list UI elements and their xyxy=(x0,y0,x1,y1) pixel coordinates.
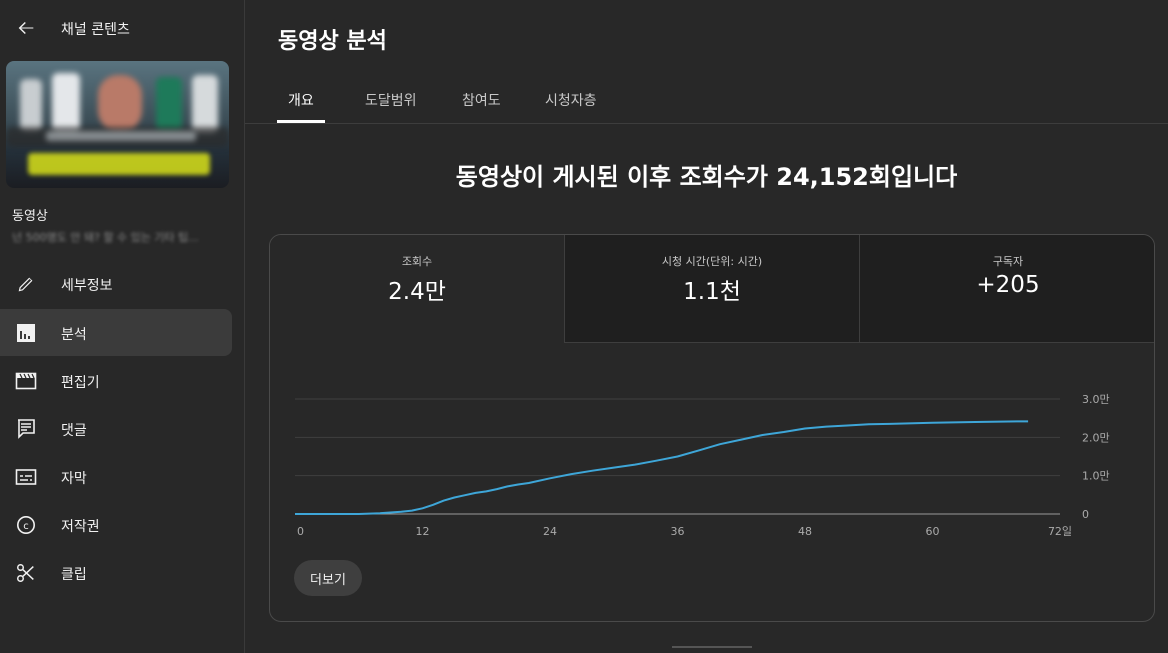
sidebar-header: 채널 콘텐츠 xyxy=(0,0,244,56)
sidebar-item-label: 자막 xyxy=(61,471,87,487)
sidebar-item-copyright[interactable]: c 저작권 xyxy=(0,501,232,548)
metric-value: 2.4만 xyxy=(388,279,446,305)
sidebar-item-analytics[interactable]: 분석 xyxy=(0,309,232,356)
metric-watch-time[interactable]: 시청 시간(단위: 시간) 1.1천 xyxy=(565,235,860,343)
page-title: 동영상 분석 xyxy=(278,29,387,54)
metric-label: 시청 시간(단위: 시간) xyxy=(661,255,763,268)
views-series-line xyxy=(295,420,1029,515)
sidebar-item-label: 저작권 xyxy=(61,519,100,535)
back-arrow-icon[interactable] xyxy=(12,14,40,42)
metric-views[interactable]: 조회수 2.4만 xyxy=(270,235,565,343)
sidebar-item-editor[interactable]: 편집기 xyxy=(0,357,232,404)
analytics-icon xyxy=(14,321,38,345)
sidebar-item-label: 분석 xyxy=(61,327,87,343)
sidebar-item-subtitles[interactable]: 자막 xyxy=(0,453,232,500)
sidebar-item-label: 편집기 xyxy=(61,375,100,391)
tab-bar: 개요 도달범위 참여도 시청자층 xyxy=(245,76,1168,124)
tab-audience[interactable]: 시청자층 xyxy=(545,93,597,109)
views-line-chart: 0 1.0만 2.0만 3.0만 0 12 24 36 48 60 72일 xyxy=(295,393,1110,538)
x-tick-label: 12 xyxy=(416,525,430,538)
editor-icon xyxy=(14,369,38,393)
metric-label: 조회수 xyxy=(401,255,433,268)
sidebar-item-clips[interactable]: 클립 xyxy=(0,549,232,596)
copyright-icon: c xyxy=(14,513,38,537)
sidebar: 채널 콘텐츠 동영상 넌 500명도 안 돼? 할 수 있는 기타 팁... 세… xyxy=(0,0,245,653)
main-panel: 동영상 분석 개요 도달범위 참여도 시청자층 동영상이 게시된 이후 조회수가… xyxy=(245,0,1168,653)
y-tick-label: 2.0만 xyxy=(1082,431,1110,444)
active-tab-indicator xyxy=(277,120,325,123)
analytics-card: 조회수 2.4만 시청 시간(단위: 시간) 1.1천 구독자 +205 0 1.… xyxy=(269,234,1155,622)
views-headline: 동영상이 게시된 이후 조회수가 24,152회입니다 xyxy=(455,163,958,191)
sidebar-item-label: 댓글 xyxy=(61,423,87,439)
metric-subscribers[interactable]: 구독자 +205 xyxy=(860,235,1154,343)
subtitles-icon xyxy=(14,465,38,489)
x-tick-label: 36 xyxy=(671,525,685,538)
pencil-icon xyxy=(14,272,38,296)
sidebar-item-label: 세부정보 xyxy=(61,278,113,294)
channel-content-title: 채널 콘텐츠 xyxy=(61,22,130,38)
video-label: 동영상 xyxy=(12,209,48,224)
svg-text:c: c xyxy=(23,521,29,532)
x-tick-label: 48 xyxy=(798,525,812,538)
y-tick-label: 1.0만 xyxy=(1082,470,1110,483)
sidebar-item-details[interactable]: 세부정보 xyxy=(0,260,232,307)
comment-icon xyxy=(14,417,38,441)
thumbnail-caption-blur xyxy=(28,153,210,175)
x-tick-label: 60 xyxy=(926,525,940,538)
thumbnail-text-blur xyxy=(46,131,196,141)
tab-overview[interactable]: 개요 xyxy=(288,93,314,109)
x-tick-label: 0 xyxy=(297,525,304,538)
see-more-button[interactable]: 더보기 xyxy=(294,560,362,596)
metric-value: 1.1천 xyxy=(683,279,741,305)
scroll-indicator xyxy=(672,646,752,648)
x-tick-label: 72일 xyxy=(1048,524,1072,538)
y-tick-label: 3.0만 xyxy=(1082,393,1110,406)
sidebar-item-label: 클립 xyxy=(61,567,87,583)
metric-label: 구독자 xyxy=(992,255,1024,268)
sidebar-item-comments[interactable]: 댓글 xyxy=(0,405,232,452)
scissors-icon xyxy=(14,561,38,585)
tab-reach[interactable]: 도달범위 xyxy=(365,93,417,109)
x-tick-label: 24 xyxy=(543,525,557,538)
tab-engagement[interactable]: 참여도 xyxy=(462,93,501,109)
video-title-blurred: 넌 500명도 안 돼? 할 수 있는 기타 팁... xyxy=(12,231,199,244)
metric-value: +205 xyxy=(976,272,1040,298)
metrics-row: 조회수 2.4만 시청 시간(단위: 시간) 1.1천 구독자 +205 xyxy=(270,235,1154,343)
y-tick-label: 0 xyxy=(1082,508,1089,521)
video-thumbnail[interactable] xyxy=(6,61,229,188)
